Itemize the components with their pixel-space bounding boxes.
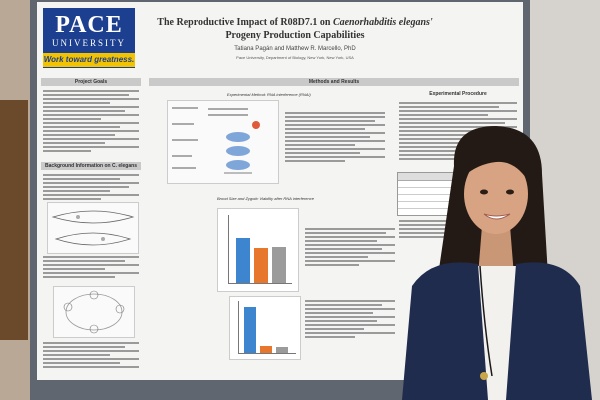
lifecycle-diagram xyxy=(53,286,135,338)
blazer-left xyxy=(402,262,488,400)
title-prefix: The Reproductive Impact of R08D7.1 on xyxy=(157,17,333,28)
table-caption xyxy=(399,220,479,240)
subhead-experimental-method: Experimental Method: RNA interference (R… xyxy=(227,92,311,97)
title-species: Caenorhabditis elegans' xyxy=(332,17,433,28)
lanyard xyxy=(479,265,493,377)
wood-panel xyxy=(0,100,28,340)
table-row xyxy=(398,202,472,209)
figure-caption-2 xyxy=(43,342,139,370)
brood-chart-y-axis xyxy=(228,215,229,283)
background-text xyxy=(43,174,139,202)
presenter-person xyxy=(402,126,592,400)
hair-fringe xyxy=(464,145,530,184)
viability-bar-blue xyxy=(244,307,256,353)
blazer-button xyxy=(480,372,488,380)
viability-chart-x-axis xyxy=(238,353,296,354)
brood-bar-orange xyxy=(254,248,268,283)
figure-caption-1 xyxy=(43,256,139,280)
face xyxy=(464,154,528,234)
figure-2-caption xyxy=(305,228,395,268)
table-row xyxy=(398,195,472,202)
viability-chart-y-axis xyxy=(238,301,239,353)
logo-line-1: PACE xyxy=(55,12,123,38)
subhead-brood-size: Brood Size and Zygotic Viability after R… xyxy=(217,196,314,201)
table-row xyxy=(398,181,472,188)
viability-bar-gray xyxy=(276,347,288,353)
rnai-diagram xyxy=(167,100,279,184)
logo-line-2: UNIVERSITY xyxy=(52,38,126,48)
table-row xyxy=(398,188,472,195)
section-background: Background Information on C. elegans xyxy=(41,162,141,170)
section-project-goals: Project Goals xyxy=(41,78,141,86)
worm-illustration xyxy=(51,210,135,246)
brood-bar-blue xyxy=(236,238,250,283)
section-experimental-procedure: Experimental Procedure xyxy=(429,91,487,97)
poster-title: The Reproductive Impact of R08D7.1 on Ca… xyxy=(145,16,445,42)
brood-chart-x-axis xyxy=(228,283,292,284)
left-eye xyxy=(480,189,488,195)
title-suffix: Progeny Production Capabilities xyxy=(225,30,365,41)
smile xyxy=(483,213,511,220)
blazer-right xyxy=(506,262,592,400)
right-eye xyxy=(506,189,514,195)
figure-3-caption xyxy=(305,300,395,340)
viability-bar-orange xyxy=(260,346,272,353)
viability-chart xyxy=(229,296,301,360)
figure-1-caption xyxy=(285,112,385,164)
poster-affiliation: Pace University, Department of Biology, … xyxy=(236,55,354,60)
pace-university-logo: PACE UNIVERSITY Work toward greatness. xyxy=(43,8,135,68)
neck xyxy=(478,226,514,276)
brood-bar-gray xyxy=(272,247,286,283)
table-header-row xyxy=(398,173,472,181)
rnai-illustration xyxy=(172,107,260,174)
poster-authors: Tatiana Pagán and Matthew R. Marcello, P… xyxy=(234,46,356,52)
section-methods-results: Methods and Results xyxy=(149,78,519,86)
project-goals-text xyxy=(43,90,139,154)
lifecycle-illustration xyxy=(63,290,125,334)
worm-diagram xyxy=(47,202,139,254)
logo-tagline: Work toward greatness. xyxy=(43,53,135,67)
brood-size-chart xyxy=(217,208,299,292)
